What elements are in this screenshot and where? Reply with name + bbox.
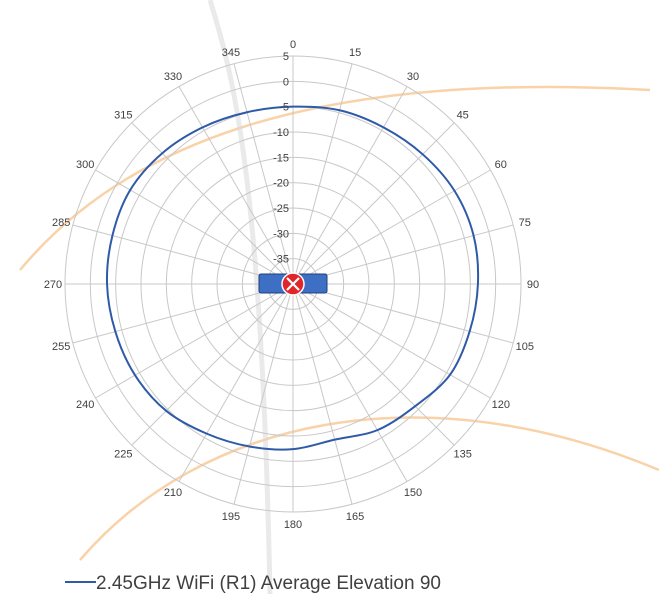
radial-label: 0 — [283, 76, 289, 88]
radial-label: -30 — [273, 228, 289, 240]
grid-spoke — [292, 63, 353, 285]
radial-label: 5 — [283, 51, 289, 63]
background-streak — [207, 0, 273, 594]
angle-label: 210 — [164, 487, 182, 499]
grid-spoke — [95, 283, 294, 399]
grid-spoke — [292, 283, 455, 446]
angle-label: 120 — [492, 399, 510, 411]
angle-label: 225 — [114, 449, 132, 461]
radial-label: -25 — [273, 203, 289, 215]
radial-label: -10 — [273, 127, 289, 139]
series-layer — [105, 105, 480, 451]
radial-label: -20 — [273, 178, 289, 190]
angle-label: 0 — [290, 39, 296, 51]
angle-label: 30 — [407, 71, 419, 83]
angle-label: 270 — [44, 279, 62, 291]
angle-labels: 0 15 30 45 60 75 90 105 120 135 150 165 180 195 210 225… — [44, 39, 539, 531]
angle-label: 150 — [404, 487, 422, 499]
grid-spoke — [292, 122, 455, 285]
grid-spoke — [292, 169, 491, 285]
angle-label: 285 — [52, 217, 70, 229]
radial-labels: 5 0 -5 -10 -15 -20 -25 -30 -35 — [273, 51, 289, 266]
x-mark-icon — [281, 272, 305, 296]
angle-label: 60 — [495, 159, 507, 171]
background-arc — [79, 416, 659, 561]
angle-label: 90 — [527, 279, 539, 291]
angle-label: 165 — [346, 511, 364, 523]
grid-spoke — [178, 283, 294, 482]
angle-label: 315 — [114, 109, 132, 121]
angle-label: 180 — [284, 519, 302, 531]
angle-label: 105 — [516, 341, 534, 353]
angle-label: 195 — [222, 511, 240, 523]
angle-label: 45 — [457, 109, 469, 121]
grid-spoke — [292, 283, 353, 505]
grid-spoke — [72, 224, 294, 285]
grid-spoke — [233, 63, 294, 285]
angle-label: 15 — [349, 47, 361, 59]
angle-label: 135 — [454, 449, 472, 461]
grid-spoke — [131, 122, 294, 285]
grid-spoke — [178, 86, 294, 285]
radial-label: -5 — [279, 102, 289, 114]
grid-spoke — [292, 224, 514, 285]
angle-label: 240 — [76, 399, 94, 411]
legend: 2.45GHz WiFi (R1) Average Elevation 90 — [65, 573, 441, 594]
angle-label: 75 — [519, 217, 531, 229]
grid-spoke — [72, 283, 294, 344]
polar-grid — [64, 55, 522, 513]
legend-label: 2.45GHz WiFi (R1) Average Elevation 90 — [96, 573, 441, 594]
angle-label: 345 — [222, 47, 240, 59]
device-graphic — [258, 272, 328, 296]
angle-label: 300 — [76, 159, 94, 171]
grid-spoke — [292, 283, 408, 482]
grid-spoke — [233, 283, 294, 505]
angle-label: 255 — [52, 341, 70, 353]
grid-spoke — [131, 283, 294, 446]
background-decoration — [19, 0, 659, 594]
grid-spoke — [292, 86, 408, 285]
radial-label: -15 — [273, 152, 289, 164]
grid-spoke — [292, 283, 514, 344]
radial-label: -35 — [273, 254, 289, 266]
angle-label: 330 — [164, 71, 182, 83]
grid-spoke — [95, 169, 294, 285]
grid-spoke — [292, 283, 491, 399]
